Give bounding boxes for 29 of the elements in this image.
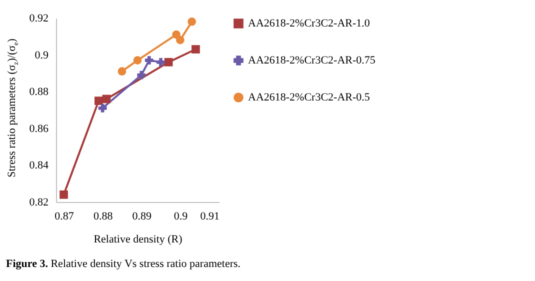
legend-label: AA2618-2%Cr3C2-AR-1.0 <box>248 18 370 30</box>
point <box>192 45 200 54</box>
y-tick-label: 0.88 <box>29 86 49 98</box>
point <box>94 96 103 105</box>
x-axis-title: Relative density (R) <box>94 234 183 246</box>
point <box>137 70 146 80</box>
point <box>144 56 154 65</box>
x-tick-label: 0.88 <box>93 210 114 222</box>
y-tick-label: 0.9 <box>34 49 49 62</box>
legend-label: AA2618-2%Cr3C2-AR-0.75 <box>248 54 376 66</box>
x-tick-label: 0.91 <box>200 210 220 222</box>
point <box>176 36 184 44</box>
x-tick-label: 0.87 <box>54 210 74 222</box>
caption: Figure 3. Relative density Vs stress ratio parameters. <box>6 258 241 270</box>
x-tick-label: 0.89 <box>132 210 152 222</box>
point <box>102 94 111 104</box>
point <box>188 18 196 26</box>
point <box>133 56 142 64</box>
y-tick-label: 0.84 <box>29 160 49 172</box>
point <box>60 190 68 199</box>
point <box>156 58 165 66</box>
y-tick-label: 0.82 <box>29 196 48 208</box>
y-tick-label: 0.86 <box>29 122 49 135</box>
point <box>118 67 126 76</box>
x-tick-label: 0.9 <box>174 210 188 222</box>
point <box>164 58 173 66</box>
legend-label: AA2618-2%Cr3C2-AR-0.5 <box>248 92 370 104</box>
point <box>98 104 107 112</box>
y-tick-label: 0.92 <box>29 12 48 24</box>
